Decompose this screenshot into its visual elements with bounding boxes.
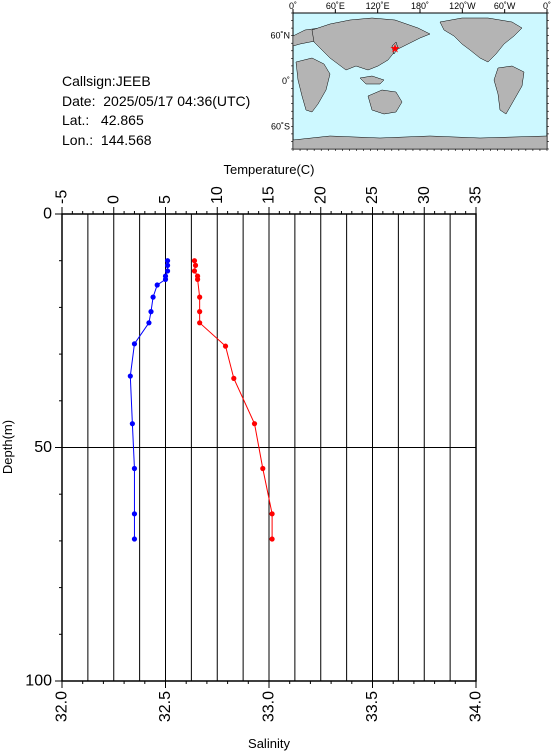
chart-series bbox=[127, 258, 275, 542]
map-lat-label: 0˚ bbox=[282, 76, 290, 86]
temperature-data-point bbox=[194, 276, 201, 282]
temperature-data-point bbox=[251, 421, 258, 427]
y-axis-title: Depth(m) bbox=[0, 420, 15, 474]
map-ticks bbox=[291, 9, 549, 151]
temperature-data-point bbox=[260, 465, 266, 472]
map-lat-label: 60˚N bbox=[270, 31, 290, 41]
salinity-data-point bbox=[154, 282, 160, 288]
land-south-america bbox=[493, 65, 525, 115]
temperature-data-point bbox=[191, 268, 198, 274]
salinity-data-point bbox=[127, 373, 133, 379]
salinity-data-point bbox=[131, 511, 138, 517]
x-top-tick-label: 30 bbox=[416, 186, 433, 204]
x-top-tick-label: 5 bbox=[157, 195, 174, 204]
salinity-profile-line bbox=[129, 260, 169, 540]
map-lon-label: 0˚ bbox=[289, 1, 297, 11]
x-top-tick-label: 0 bbox=[105, 195, 122, 204]
land-australia bbox=[367, 89, 403, 115]
land-asia bbox=[311, 17, 431, 71]
x-bottom-tick-label: 32.5 bbox=[157, 691, 174, 722]
temperature-data-point bbox=[222, 343, 229, 349]
x-top-tick-label: 10 bbox=[209, 186, 226, 204]
station-info: Callsign:JEEB Date: 2025/05/17 04:36(UTC… bbox=[62, 72, 250, 150]
salinity-data-point bbox=[131, 341, 138, 347]
date-label: Date: 2025/05/17 04:36(UTC) bbox=[62, 92, 251, 109]
chart-grid bbox=[61, 213, 477, 682]
salinity-data-point bbox=[129, 421, 135, 427]
x-top-tick-label: 20 bbox=[312, 186, 329, 204]
map-lon-label: 120˚W bbox=[449, 1, 476, 11]
longitude-label: Lon.: 144.568 bbox=[62, 131, 152, 148]
map-lon-label: 60˚E bbox=[326, 1, 345, 11]
salinity-data-point bbox=[164, 258, 171, 264]
x-top-tick-label: 35 bbox=[468, 186, 485, 204]
latitude-label: Lat.: 42.865 bbox=[62, 112, 144, 128]
land-indonesia bbox=[359, 75, 385, 85]
temperature-profile-line bbox=[193, 260, 273, 540]
salinity-data-point bbox=[131, 465, 138, 472]
salinity-data-point bbox=[150, 294, 156, 300]
x-top-tick-label: -5 bbox=[54, 190, 71, 204]
x-top-axis-title: Temperature(C) bbox=[223, 162, 314, 177]
map-lat-label: 60˚S bbox=[271, 121, 290, 131]
y-tick-label: 100 bbox=[25, 673, 52, 690]
callsign-label: Callsign:JEEB bbox=[62, 73, 151, 89]
salinity-data-point bbox=[164, 268, 171, 274]
x-bottom-tick-label: 32.0 bbox=[54, 691, 71, 722]
salinity-data-point bbox=[148, 309, 154, 315]
temperature-data-point bbox=[269, 536, 275, 542]
map-lon-label: 0˚ bbox=[543, 1, 551, 11]
temperature-data-point bbox=[197, 309, 203, 315]
temperature-data-point bbox=[269, 511, 275, 517]
star-icon: ★ bbox=[390, 42, 401, 56]
y-tick-label: 0 bbox=[43, 206, 52, 223]
temperature-data-point bbox=[192, 262, 199, 268]
x-top-tick-label: 25 bbox=[364, 186, 381, 204]
salinity-data-point bbox=[162, 276, 169, 282]
temperature-data-point bbox=[191, 258, 198, 264]
map-labels: 0˚ 60˚E 120˚E 180˚ 120˚W 60˚W 0˚ 60˚N 0˚ 60˚S bbox=[270, 1, 551, 131]
x-bottom-axis-title: Salinity bbox=[248, 736, 290, 751]
x-bottom-tick-label: 34.0 bbox=[468, 691, 485, 722]
land-africa bbox=[295, 57, 331, 113]
salinity-data-point bbox=[164, 262, 171, 268]
map-lon-label: 120˚E bbox=[366, 1, 390, 11]
salinity-data-point bbox=[146, 320, 152, 326]
y-tick-label: 50 bbox=[34, 439, 52, 456]
temperature-data-point bbox=[197, 320, 203, 326]
land-north-america bbox=[439, 17, 523, 63]
map-lon-label: 60˚W bbox=[494, 1, 516, 11]
x-bottom-tick-label: 33.0 bbox=[261, 691, 278, 722]
land-japan bbox=[391, 41, 399, 55]
salinity-data-point bbox=[131, 536, 138, 542]
temperature-data-point bbox=[231, 375, 237, 381]
temperature-data-point bbox=[197, 294, 203, 300]
x-bottom-tick-label: 33.5 bbox=[364, 691, 381, 722]
map-lon-label: 180˚ bbox=[411, 1, 429, 11]
map-land bbox=[292, 17, 548, 150]
x-top-tick-label: 15 bbox=[261, 186, 278, 204]
